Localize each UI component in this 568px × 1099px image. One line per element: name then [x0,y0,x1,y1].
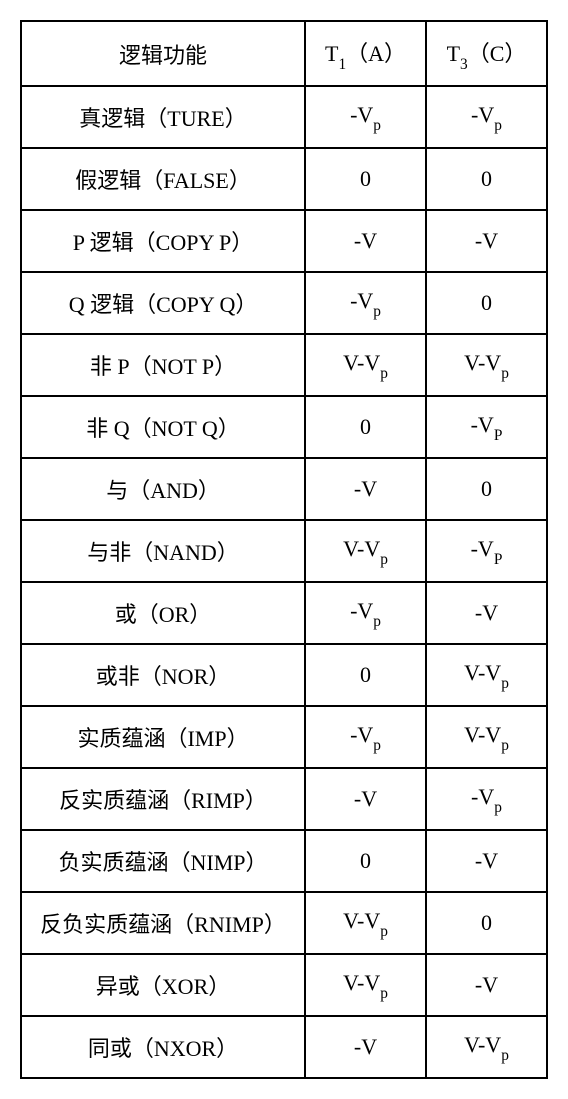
cell-t3: -VP [426,520,547,582]
cell-t1: 0 [305,396,426,458]
cell-t1: -Vp [305,86,426,148]
table-row: 非 P（NOT P）V-VpV-Vp [21,334,547,396]
table-row: 与非（NAND）V-Vp-VP [21,520,547,582]
table-body: 真逻辑（TURE）-Vp-Vp假逻辑（FALSE）00P 逻辑（COPY P）-… [21,86,547,1078]
cell-t3: -Vp [426,768,547,830]
cell-logic: 与（AND） [21,458,305,520]
table-row: 假逻辑（FALSE）00 [21,148,547,210]
cell-t1: V-Vp [305,954,426,1016]
cell-t3: V-Vp [426,706,547,768]
cell-t1: V-Vp [305,892,426,954]
cell-t3: -V [426,582,547,644]
cell-t1: 0 [305,644,426,706]
cell-logic: P 逻辑（COPY P） [21,210,305,272]
table-row: 反实质蕴涵（RIMP）-V-Vp [21,768,547,830]
cell-logic: 真逻辑（TURE） [21,86,305,148]
cell-t3: V-Vp [426,1016,547,1078]
cell-logic: 非 Q（NOT Q） [21,396,305,458]
cell-t3: 0 [426,458,547,520]
cell-t3: 0 [426,892,547,954]
cell-logic: 实质蕴涵（IMP） [21,706,305,768]
cell-logic: 反负实质蕴涵（RNIMP） [21,892,305,954]
cell-t3: 0 [426,272,547,334]
table-row: 反负实质蕴涵（RNIMP）V-Vp0 [21,892,547,954]
logic-table: 逻辑功能 T1（A） T3（C） 真逻辑（TURE）-Vp-Vp假逻辑（FALS… [20,20,548,1079]
cell-logic: 或（OR） [21,582,305,644]
cell-t1: -Vp [305,706,426,768]
cell-logic: 非 P（NOT P） [21,334,305,396]
table-row: Q 逻辑（COPY Q）-Vp0 [21,272,547,334]
cell-t1: -V [305,768,426,830]
cell-t1: 0 [305,830,426,892]
table-row: 实质蕴涵（IMP）-VpV-Vp [21,706,547,768]
table-header-row: 逻辑功能 T1（A） T3（C） [21,21,547,86]
table-row: 与（AND）-V0 [21,458,547,520]
table-row: 负实质蕴涵（NIMP）0-V [21,830,547,892]
cell-logic: Q 逻辑（COPY Q） [21,272,305,334]
cell-t1: -Vp [305,272,426,334]
cell-logic: 反实质蕴涵（RIMP） [21,768,305,830]
header-t1: T1（A） [305,21,426,86]
cell-t1: -V [305,1016,426,1078]
cell-t1: V-Vp [305,520,426,582]
cell-t3: V-Vp [426,334,547,396]
cell-t1: -V [305,210,426,272]
table-row: 或（OR）-Vp-V [21,582,547,644]
cell-logic: 假逻辑（FALSE） [21,148,305,210]
cell-t3: -V [426,954,547,1016]
cell-t3: -VP [426,396,547,458]
table-row: 真逻辑（TURE）-Vp-Vp [21,86,547,148]
table-row: 非 Q（NOT Q）0-VP [21,396,547,458]
cell-logic: 异或（XOR） [21,954,305,1016]
cell-logic: 同或（NXOR） [21,1016,305,1078]
cell-t1: -Vp [305,582,426,644]
cell-t3: -V [426,830,547,892]
cell-t1: V-Vp [305,334,426,396]
cell-logic: 或非（NOR） [21,644,305,706]
cell-logic: 负实质蕴涵（NIMP） [21,830,305,892]
table-row: P 逻辑（COPY P）-V-V [21,210,547,272]
cell-t1: 0 [305,148,426,210]
logic-table-container: 逻辑功能 T1（A） T3（C） 真逻辑（TURE）-Vp-Vp假逻辑（FALS… [20,20,548,1079]
cell-t3: V-Vp [426,644,547,706]
header-t3: T3（C） [426,21,547,86]
cell-t3: -Vp [426,86,547,148]
header-logic: 逻辑功能 [21,21,305,86]
cell-t3: 0 [426,148,547,210]
cell-t1: -V [305,458,426,520]
table-row: 或非（NOR）0V-Vp [21,644,547,706]
cell-logic: 与非（NAND） [21,520,305,582]
table-row: 异或（XOR）V-Vp-V [21,954,547,1016]
table-row: 同或（NXOR）-VV-Vp [21,1016,547,1078]
cell-t3: -V [426,210,547,272]
